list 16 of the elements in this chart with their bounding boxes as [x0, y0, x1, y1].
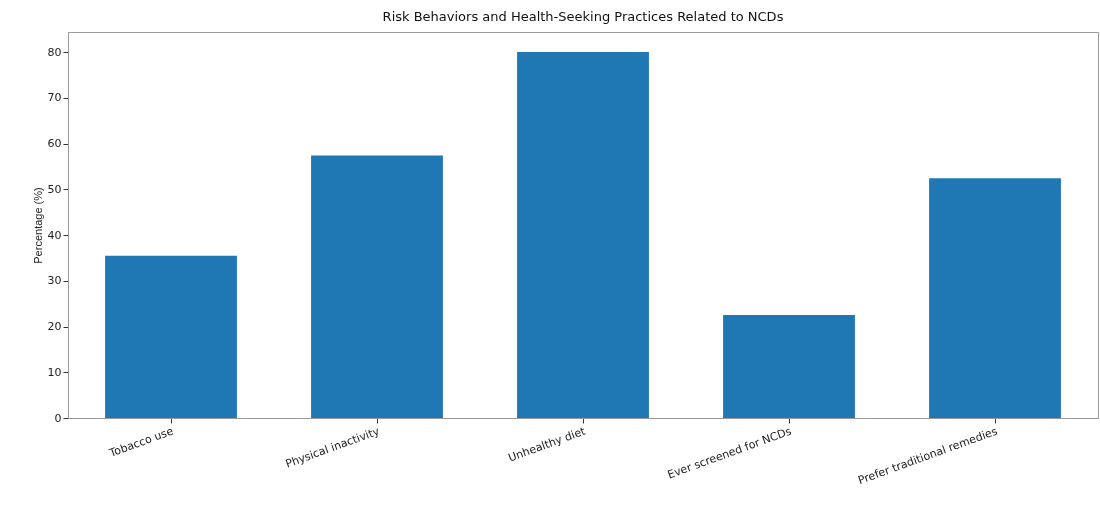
bar	[311, 155, 443, 418]
y-tick-label: 80	[47, 45, 62, 59]
bar	[105, 255, 237, 418]
chart-title: Risk Behaviors and Health-Seeking Practices Related to NCDs	[382, 9, 784, 24]
y-tick-label: 60	[47, 137, 62, 151]
y-axis-title: Percentage (%)	[31, 187, 44, 264]
y-tick-label: 30	[47, 274, 62, 288]
bar	[929, 178, 1061, 418]
y-tick-label: 20	[47, 320, 62, 334]
y-tick-label: 40	[47, 228, 62, 242]
y-tick-label: 10	[47, 365, 62, 379]
bar	[517, 52, 649, 418]
y-tick-label: 50	[47, 182, 62, 196]
bar	[723, 315, 855, 418]
y-tick-label: 70	[47, 91, 62, 105]
y-tick-label: 0	[54, 411, 62, 425]
